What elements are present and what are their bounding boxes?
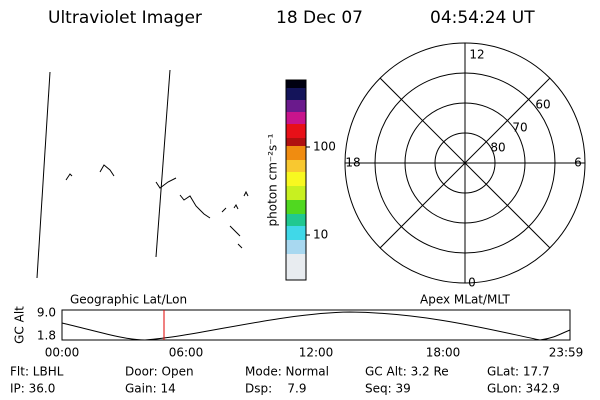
footer-field: GLat: 17.7 [487, 365, 550, 379]
footer-field: Dsp: 7.9 [245, 382, 307, 396]
strip-xtick: 00:00 [45, 346, 80, 360]
footer-field: GC Alt: 3.2 Re [365, 365, 449, 379]
footer-field: Flt: LBHL [10, 365, 64, 379]
mlt-label: 18 [345, 156, 360, 170]
footer-field: GLon: 342.9 [487, 382, 560, 396]
date: 18 Dec 07 [276, 8, 363, 28]
colorbar-tick: 10 [313, 228, 328, 242]
time: 04:54:24 UT [430, 8, 535, 28]
strip-right-label: Apex MLat/MLT [420, 293, 510, 307]
colorbar: 100 10 photon cm⁻²s⁻¹ [266, 79, 336, 281]
footer-field: Gain: 14 [125, 382, 176, 396]
strip-left-label: Geographic Lat/Lon [70, 293, 187, 307]
strip-xtick: 18:00 [426, 346, 461, 360]
strip-axis-label: GC Alt [13, 306, 27, 344]
mlt-label: 6 [574, 156, 582, 170]
title: Ultraviolet Imager [48, 8, 202, 28]
footer-field: Mode: Normal [245, 365, 329, 379]
footer-field: IP: 36.0 [10, 382, 55, 396]
strip-xtick: 23:59 [549, 346, 584, 360]
lat-label: 70 [512, 121, 527, 135]
map-panel [36, 69, 249, 279]
footer: Flt: LBHL Door: Open Mode: Normal GC Alt: 3… [10, 365, 560, 396]
strip-ytick: 9.0 [37, 306, 56, 320]
lat-label: 80 [490, 141, 505, 155]
strip-xtick: 12:00 [299, 346, 334, 360]
mlt-label: 12 [469, 48, 484, 62]
lat-label: 60 [535, 98, 550, 112]
polar-plot: 12 6 18 0 60 70 80 [344, 42, 586, 290]
strip-xtick: 06:00 [169, 346, 204, 360]
footer-field: Seq: 39 [365, 382, 411, 396]
altitude-strip: Geographic Lat/Lon Apex MLat/MLT GC Alt … [13, 293, 584, 360]
mlt-label: 0 [468, 276, 476, 290]
colorbar-tick: 100 [313, 140, 336, 154]
strip-ytick: 1.8 [37, 329, 56, 343]
colorbar-label: photon cm⁻²s⁻¹ [266, 133, 280, 226]
footer-field: Door: Open [125, 365, 194, 379]
